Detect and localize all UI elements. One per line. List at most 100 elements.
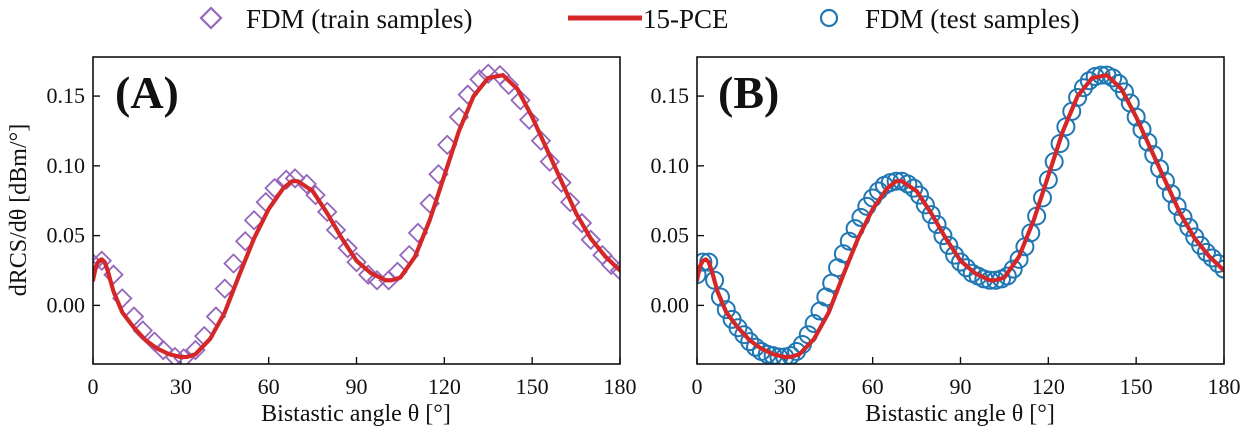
panel-b-test-point [904,178,924,198]
panel-b-test-point [997,266,1017,286]
panel-b-test-point [1079,71,1099,91]
panel-a-train-point [337,237,358,259]
panel-b-xlabel: Bistastic angle θ [°] [865,401,1055,427]
panel-b-test-point [697,252,713,272]
panel-b-ytick-label: 0.15 [651,83,690,108]
panel-a-train-point [223,253,244,274]
panel-b-test-point [1114,82,1134,102]
panel-a-series [93,63,620,364]
panel-b-xtick-label: 120 [1032,374,1065,399]
panel-a-ticks: 0 30 60 90 120 150 180 0.00 0.05 0.10 0.15 [47,83,637,399]
panel-a-train-point [316,201,338,223]
panel-b-test-point [1202,248,1222,268]
panel-a-train-point [387,261,408,283]
panel-b-xtick-label: 150 [1120,374,1153,399]
panel-a-ylabel: dRCS/dθ [dBm/°] [6,124,32,296]
panel-b-test-point [921,205,941,225]
panel-a-xtick-label: 150 [516,374,549,399]
panel-a-train-point [234,230,256,252]
panel-b-ytick-label: 0.05 [651,223,690,248]
panel-a-xtick-label: 120 [428,374,461,399]
panel-a-train-point [305,184,326,206]
panel-b-test-point [716,300,736,320]
panel-a-train-point [530,130,552,151]
legend-train-label: FDM (train samples) [246,4,472,34]
panel-b-test-point [910,185,930,205]
panel-b-test-point [933,226,953,246]
panel-b-xtick-label: 60 [862,374,884,399]
panel-b-test-point [939,235,959,255]
panel-a-train-point [243,209,265,231]
panel-b-test-point [740,332,760,352]
panel-a-train-point [580,229,601,251]
panel-b-test-point [898,174,918,194]
panel-b-test-point [1196,242,1216,262]
panel-a-train-point [346,251,367,273]
panel-b-label: (B) [718,67,779,118]
panel-a-train-point [325,219,347,241]
panel-a-train-point [559,191,581,213]
panel-b-test-point [1103,68,1123,88]
panel-b: 0 30 60 90 120 150 180 0.00 0.05 0.10 0.15 (B) Bis… [651,56,1241,427]
panel-b-test-point [1191,235,1211,255]
panel-a-frame [92,56,621,365]
panel-a-label: (A) [115,67,179,118]
panel-b-test-point [1126,107,1146,127]
panel-b-test-point [1009,249,1029,269]
panel-a-train-point [357,264,379,285]
panel-a-xtick-label: 180 [604,374,637,399]
legend-train-diamond-icon [199,6,223,30]
panel-a-train-point [551,172,572,193]
panel-b-series [697,65,1224,364]
panel-b-test-point [1155,171,1175,191]
legend: FDM (train samples) 15-PCE FDM (test sam… [199,4,1079,34]
panel-b-frame [696,56,1225,365]
panel-a-train-point [214,278,236,299]
panel-a-train-point [498,74,520,96]
panel-a-train-point [539,151,561,172]
panel-b-pce-line [697,73,1224,360]
panel-a-ytick-label: 0.00 [47,292,86,317]
panel-b-test-point [951,252,970,272]
panel-b-test-point [1161,184,1181,204]
panel-b-test-point [1208,254,1224,274]
panel-a-train-point [93,250,113,272]
panel-b-ticks: 0 30 60 90 120 150 180 0.00 0.05 0.10 0.15 [651,83,1241,399]
panel-b-xtick-label: 30 [774,374,796,399]
panel-a-ytick-label: 0.15 [47,83,86,108]
panel-b-test-point [1073,78,1093,98]
legend-test-circle-icon [819,8,839,28]
panel-a-ytick-label: 0.10 [47,153,86,178]
panel-b-test-point [1132,120,1152,140]
panel-a-train-point [275,169,297,191]
panel-a-train-point [571,212,593,234]
panel-b-ytick-label: 0.10 [651,153,690,178]
panel-b-test-point [1173,207,1193,227]
panel-b-test-point [1179,217,1199,237]
legend-pce-label: 15-PCE [643,4,729,34]
panel-b-test-point [710,287,730,307]
panel-a-train-point [284,168,306,189]
panel-b-xtick-label: 90 [950,374,972,399]
legend-test-label: FDM (test samples) [865,4,1079,34]
panel-a-xtick-label: 90 [346,374,368,399]
panel-b-test-point [927,214,947,234]
panel-a: 0 30 60 90 120 150 180 0.00 0.05 0.10 0.15 (A) Bis… [6,56,637,427]
panel-a-ytick-label: 0.05 [47,223,86,248]
panel-b-test-point [1214,259,1224,279]
panel-b-test-point [945,245,965,265]
panel-b-test-point [1068,87,1088,107]
panel-b-xtick-label: 0 [692,374,703,399]
panel-b-test-point [915,195,935,215]
panel-b-test-point [697,265,707,285]
panel-b-test-point [787,341,807,361]
panel-a-xtick-label: 30 [170,374,192,399]
panel-b-test-point [1138,132,1158,152]
panel-a-xtick-label: 0 [88,374,99,399]
panel-a-train-point [510,89,531,111]
panel-a-xlabel: Bistastic angle θ [°] [261,401,451,427]
panel-b-test-point [1150,159,1170,179]
panel-a-xtick-label: 60 [258,374,280,399]
panel-a-pce-line [93,73,620,360]
